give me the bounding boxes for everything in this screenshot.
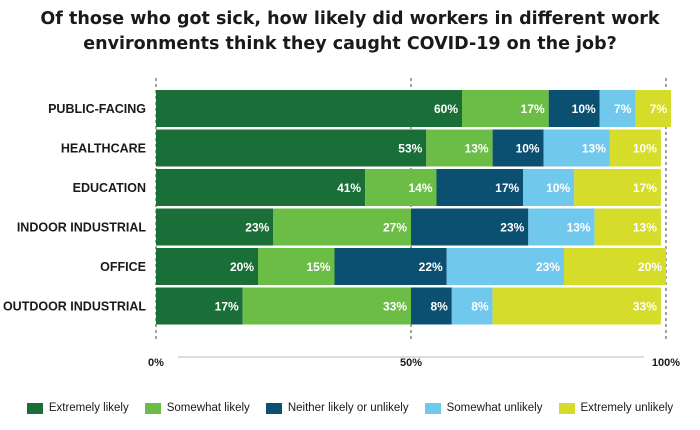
bar-segment: [258, 248, 335, 285]
data-label: 13%: [582, 142, 606, 156]
data-label: 23%: [536, 260, 560, 274]
legend-item: Extremely likely: [26, 402, 129, 414]
bar-segment: [365, 169, 437, 206]
data-label: 20%: [638, 260, 662, 274]
bar-segment: [436, 169, 524, 206]
legend-label: Extremely unlikely: [580, 402, 674, 414]
bar-segment: [426, 129, 493, 167]
bar-segment: [528, 208, 595, 246]
x-tick-label: 50%: [400, 357, 422, 369]
bar-segment: [492, 129, 544, 167]
bar-segment: [242, 287, 411, 325]
category-label: EDUCATION: [73, 181, 146, 195]
bar-segment: [273, 208, 411, 246]
legend-swatch: [265, 402, 282, 414]
data-label: 20%: [230, 260, 254, 274]
data-label: 23%: [500, 221, 524, 235]
category-label: OFFICE: [100, 260, 146, 274]
data-label: 17%: [521, 102, 545, 116]
category-label: HEALTHCARE: [61, 142, 146, 156]
data-label: 33%: [383, 300, 407, 314]
chart-plot: 0% 50% 100% PUBLIC-FACING 60% 17% 10% 7% 7% HEALT…: [3, 78, 680, 369]
x-tick-label: 0%: [148, 357, 164, 369]
data-label: 17%: [633, 181, 657, 195]
bar-segment: [609, 129, 661, 167]
data-label: 10%: [516, 142, 540, 156]
data-label: 53%: [398, 142, 422, 156]
data-label: 8%: [430, 300, 448, 314]
bar-segment: [411, 208, 529, 246]
bar-segment: [548, 90, 600, 127]
data-label: 33%: [633, 300, 657, 314]
legend-item: Somewhat unlikely: [424, 402, 543, 414]
legend-label: Extremely likely: [48, 402, 129, 414]
chart-title-line-1: Of those who got sick, how likely did wo…: [40, 9, 660, 29]
bar-segment: [156, 248, 258, 285]
category-label: OUTDOOR INDUSTRIAL: [3, 300, 146, 314]
legend-swatch: [26, 402, 43, 414]
legend-label: Somewhat likely: [166, 402, 250, 414]
data-label: 10%: [633, 142, 657, 156]
bar-segment: [156, 169, 366, 206]
bar-segment: [451, 287, 493, 325]
legend-swatch: [144, 402, 161, 414]
legend-swatch: [424, 402, 441, 414]
data-label: 7%: [650, 102, 668, 116]
bar-segment: [574, 169, 661, 206]
category-label: PUBLIC-FACING: [48, 102, 146, 116]
data-label: 13%: [567, 221, 591, 235]
bar-segment: [156, 129, 427, 167]
data-label: 17%: [495, 181, 519, 195]
bar-segment: [411, 287, 452, 325]
bar-segment: [156, 287, 243, 325]
category-label: INDOOR INDUSTRIAL: [17, 221, 147, 235]
legend-label: Somewhat unlikely: [446, 402, 543, 414]
bar-segment: [523, 169, 575, 206]
data-label: 27%: [383, 221, 407, 235]
legend-item: Extremely unlikely: [558, 402, 674, 414]
data-label: 13%: [633, 221, 657, 235]
bar-segment: [492, 287, 661, 325]
bar-segment: [334, 248, 447, 285]
data-label: 14%: [408, 181, 432, 195]
chart-title-line-2: environments think they caught COVID-19 …: [83, 34, 617, 54]
data-label: 41%: [337, 181, 361, 195]
bar-segment: [594, 208, 661, 246]
data-label: 22%: [419, 260, 443, 274]
bar-segment: [156, 90, 462, 127]
bar-segment: [599, 90, 636, 127]
legend-item: Somewhat likely: [144, 402, 250, 414]
chart-legend: Extremely likely Somewhat likely Neither l…: [0, 402, 700, 414]
legend-label: Neither likely or unlikely: [287, 402, 409, 414]
bar-segment: [564, 248, 666, 285]
data-label: 23%: [245, 221, 269, 235]
data-label: 15%: [306, 260, 330, 274]
data-label: 10%: [546, 181, 570, 195]
legend-swatch: [558, 402, 575, 414]
bar-segment: [462, 90, 549, 127]
bar-segment: [446, 248, 564, 285]
legend-item: Neither likely or unlikely: [265, 402, 409, 414]
data-label: 13%: [465, 142, 489, 156]
data-label: 7%: [614, 102, 632, 116]
data-label: 8%: [471, 300, 489, 314]
bar-segment: [543, 129, 610, 167]
data-label: 60%: [434, 102, 458, 116]
data-label: 10%: [572, 102, 596, 116]
bar-segment: [156, 208, 274, 246]
x-tick-label: 100%: [652, 357, 680, 369]
data-label: 17%: [215, 300, 239, 314]
bar-segment: [635, 90, 672, 127]
